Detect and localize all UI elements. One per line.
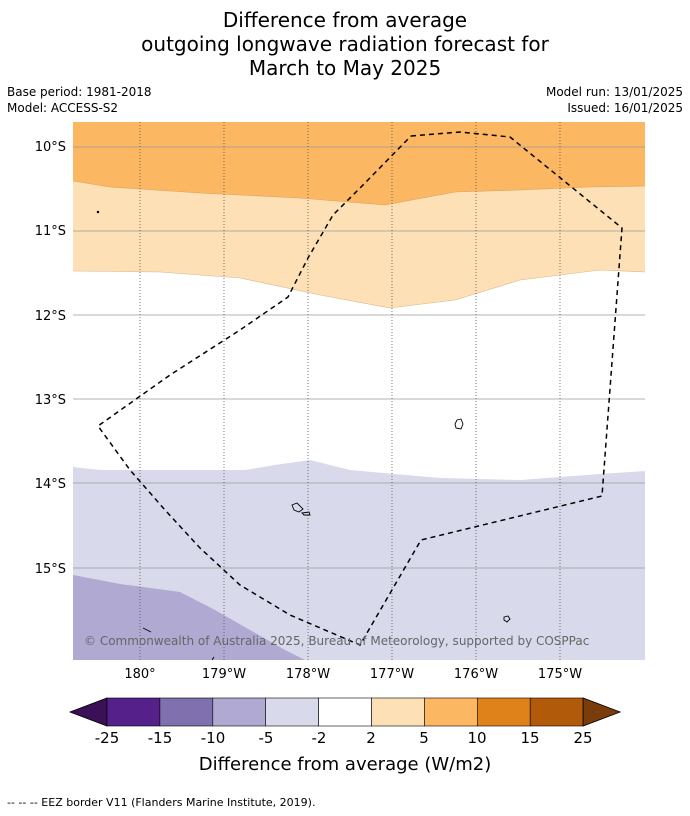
colorbar-swatch-9 [529,697,584,727]
base-period-text: Base period: 1981-2018 [7,85,152,99]
colorbar-swatch-4 [265,697,319,727]
colorbar-swatch-6 [371,697,425,727]
issued-text: Issued: 16/01/2025 [567,101,683,115]
colorbar-swatch-2 [159,697,214,727]
colorbar-swatch-5 [318,697,372,727]
lat-label-14s: 14°S [35,477,66,492]
meta-right: Model run: 13/01/2025 Issued: 16/01/2025 [546,84,683,116]
cb-tick-5: 2 [366,729,376,747]
eez-footer-note: -- -- -- EEZ border V11 (Flanders Marine… [7,796,316,809]
lat-label-10s: 10°S [35,140,66,155]
lat-label-12s: 12°S [35,309,66,324]
longitude-labels: 180° 179°W 178°W 177°W 176°W 175°W [124,667,582,682]
lon-label-179w: 179°W [202,667,246,682]
model-run-text: Model run: 13/01/2025 [545,85,683,99]
cb-tick-8: 15 [520,729,539,747]
lat-label-15s: 15°S [35,562,66,577]
lat-label-11s: 11°S [35,224,66,239]
cb-tick-0: -25 [95,729,120,747]
colorbar-swatch-8 [476,697,531,727]
lon-label-180: 180° [124,667,155,682]
title-line-3: March to May 2025 [248,56,442,80]
anomaly-band-light-purple [73,460,645,660]
cb-tick-3: -5 [259,729,274,747]
cb-tick-1: -15 [148,729,173,747]
eez-border [96,131,623,646]
colorbar-label: Difference from average (W/m2) [199,754,491,775]
colorbar-swatch-7 [424,697,478,727]
colorbar-extend-high [582,697,622,727]
cb-tick-7: 10 [467,729,486,747]
model-text: Model: ACCESS-S2 [7,101,119,115]
anomaly-band-orange [73,122,645,205]
title-line-2: outgoing longwave radiation forecast for [141,32,549,56]
copyright-text: © Commonwealth of Australia 2025, Bureau… [84,634,589,648]
lon-label-175w: 175°W [538,667,582,682]
lon-label-177w: 177°W [370,667,414,682]
lon-label-176w: 176°W [454,667,498,682]
title-line-1: Difference from average [222,8,468,32]
chart-title: Difference from average outgoing longwav… [0,8,690,80]
lon-label-178w: 178°W [286,667,330,682]
cb-tick-2: -10 [201,729,226,747]
colorbar-swatch-3 [212,697,267,727]
meta-left: Base period: 1981-2018 Model: ACCESS-S2 [7,84,152,116]
cb-tick-4: -2 [312,729,327,747]
cb-tick-9: 25 [573,729,592,747]
colorbar-swatch-1 [106,697,161,727]
colorbar-ticks: -25 -15 -10 -5 -2 2 5 10 15 25 [95,729,593,747]
latitude-gridlines [73,146,645,569]
islands [96,210,511,660]
lat-label-13s: 13°S [35,393,66,408]
colorbar-extend-low [68,697,108,727]
latitude-labels: 10°S 11°S 12°S 13°S 14°S 15°S [35,140,66,577]
map-area: © Commonwealth of Australia 2025, Bureau… [73,122,645,660]
colorbar [68,697,622,727]
anomaly-band-purple [73,575,305,660]
cb-tick-6: 5 [419,729,429,747]
